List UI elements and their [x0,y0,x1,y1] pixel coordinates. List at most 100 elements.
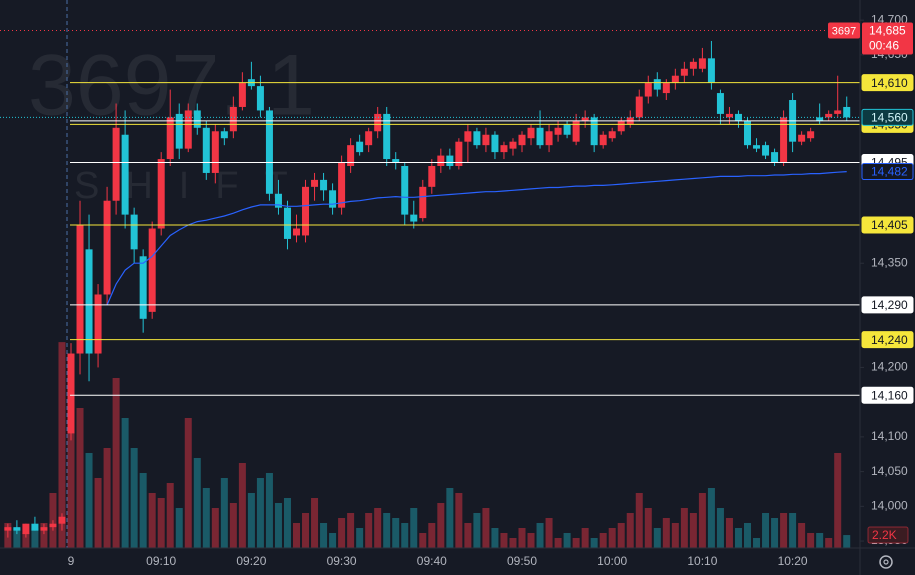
volume-bar [617,523,625,548]
candle-body [707,58,715,83]
volume-bar [753,538,761,548]
candle-body [617,120,625,132]
candle-body [356,141,364,153]
candle-body [599,134,607,146]
candle-body [482,134,490,146]
candle-body [175,113,183,149]
candle-body [671,75,679,83]
candle-body [563,124,571,135]
volume-bar [554,538,562,548]
volume-bar [374,508,382,548]
volume-bar [581,528,589,548]
alert-symbol: 3697 [832,25,856,37]
volume-bar [419,533,427,548]
candle-body [202,127,210,173]
volume-bar [76,408,84,548]
volume-bar [608,528,616,548]
volume-bar [274,503,282,548]
volume-bar [437,503,445,548]
candle-body [220,131,228,139]
candle-body [94,294,102,354]
candle-body [365,131,373,146]
candle-body [374,113,382,132]
candle-body [40,527,48,531]
volume-bar [112,378,120,548]
volume-bar [725,518,733,548]
volume-bar [744,523,751,548]
volume-bar [527,533,535,548]
level-badge-label: 14,610 [871,76,908,90]
candle-body [265,110,273,194]
volume-bar [238,463,246,548]
candle-body [4,527,12,531]
price-badge-label: 14,560 [871,111,908,125]
x-tick-label: 09:30 [327,554,357,568]
x-tick-label: 09:40 [417,554,447,568]
candle-body [518,134,526,146]
candle-body [473,131,481,146]
plot-area [0,30,860,548]
volume-bar [825,538,833,548]
settings-icon[interactable] [879,555,893,569]
candle-body [500,145,508,153]
candle-body [608,131,616,139]
volume-bar [229,503,237,548]
volume-bar [211,508,219,548]
volume-bar [256,478,264,548]
price-badge [861,108,914,126]
candle-body [193,110,201,128]
volume-badge-label: 2.2K [872,528,897,542]
candle-body [536,127,544,146]
candle-body [509,141,517,149]
level-badge-label: 14,240 [871,333,908,347]
volume-bar [482,508,490,548]
candle-body [446,155,454,166]
level-badge [861,331,914,349]
candle-body [293,228,300,236]
candle-body [49,523,57,528]
alert-symbol-badge [828,22,860,39]
moving-average [106,171,847,306]
volume-bar [40,523,48,548]
candle-body [383,113,391,160]
volume-bar [283,498,291,548]
level-badge [861,386,914,404]
candle-body [67,353,75,434]
candle-body [76,225,84,354]
x-tick-label: 10:10 [687,554,717,568]
volume-bar [22,533,30,548]
volume-bar [13,528,21,548]
candle-body [238,82,246,107]
candle-body [401,165,409,215]
volume-bar [31,528,39,548]
alert-countdown: 00:46 [869,39,899,53]
candle-body [491,134,499,153]
volume-bar [716,508,724,548]
candle-body [31,523,39,531]
candle-body [148,228,156,312]
volume-bar [563,533,571,548]
y-tick-label: 14,350 [871,255,908,269]
volume-bar [121,418,129,548]
candle-body [184,110,192,149]
candle-body [834,110,842,114]
x-tick-label: 09:10 [146,554,176,568]
volume-bar [509,538,517,548]
volume-bar [680,508,688,548]
candle-body [680,68,688,76]
candle-body [58,516,66,524]
candle-body [744,120,751,146]
volume-bar [762,513,770,548]
candle-body [662,82,670,94]
candle-body [437,155,445,166]
volume-bar [202,488,210,548]
candle-body [302,186,310,236]
volume-bar [410,508,418,548]
candle-body [771,152,779,163]
watermark-sub: SHIFT [74,165,314,207]
candle-body [256,86,264,111]
candle-body [121,134,129,215]
volume-bar [473,513,481,548]
volume-bar [464,523,472,548]
volume-bar [771,518,779,548]
